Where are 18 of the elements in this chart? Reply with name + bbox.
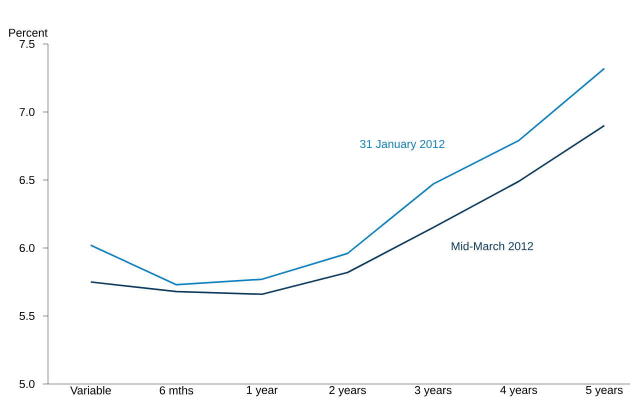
y-tick-label: 5.0 xyxy=(20,380,35,388)
x-tick-label: 3 years xyxy=(414,386,452,396)
y-axis-title: Percent xyxy=(9,28,48,37)
x-tick-label: 4 years xyxy=(500,386,538,396)
y-tick-label: 7.0 xyxy=(20,108,35,116)
x-tick-label: 1 year xyxy=(246,386,278,396)
y-tick-label: 7.5 xyxy=(20,40,35,48)
x-tick-label: 2 years xyxy=(329,386,366,396)
x-tick-label: 5 years xyxy=(586,386,623,396)
x-tick-label: 6 mths xyxy=(160,386,194,394)
text: 31 January 2012 xyxy=(360,140,444,150)
line-series xyxy=(90,124,606,296)
x-tick-label: Variable xyxy=(70,386,111,394)
line-series xyxy=(90,68,606,286)
series-label: Mid-March 2012 xyxy=(452,242,533,250)
y-tick-label: 5.5 xyxy=(20,312,35,320)
y-tick-label: 6.0 xyxy=(20,244,35,252)
y-tick-label: 6.5 xyxy=(20,176,35,184)
